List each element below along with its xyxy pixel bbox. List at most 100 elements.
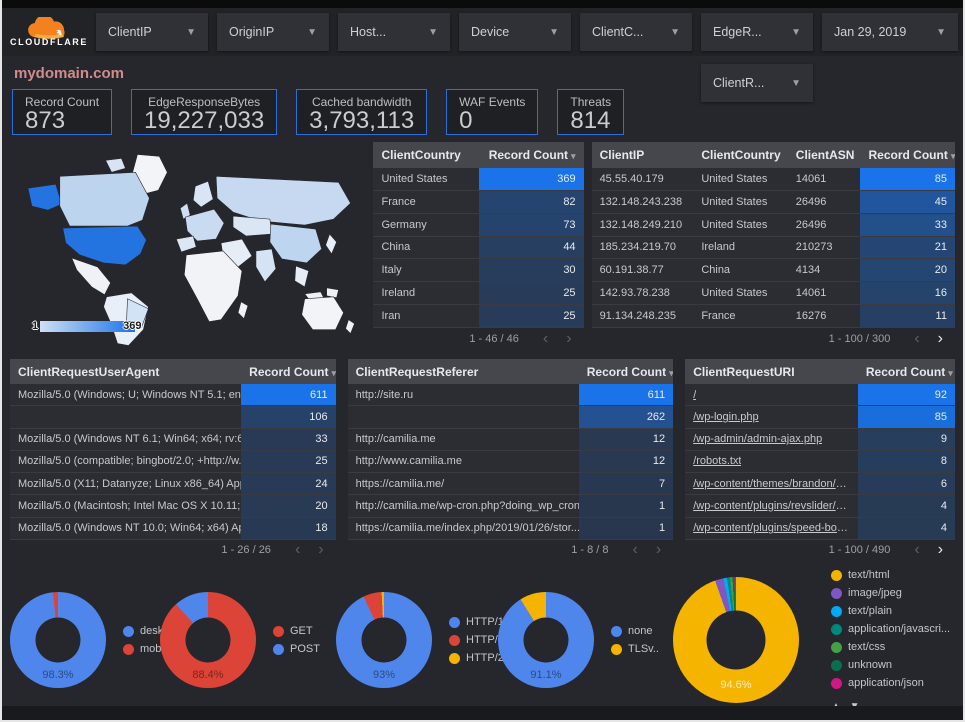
table-row: http://www.camilia.me 12 [347,450,674,474]
filter-chip-edger[interactable]: EdgeR... ▼ [701,13,813,51]
filter-bar: CLOUDFLARE ClientIP ▼ OriginIP ▼ Host... ▼ Dev… [2,8,963,102]
uri-link[interactable]: /robots.txt [693,455,742,468]
column-header-record-count[interactable]: Record Count ▾ [868,147,955,162]
table-row: Germany 73 [373,213,584,237]
legend-item-get: GET [273,625,320,638]
filter-chip-device[interactable]: Device ▼ [459,13,571,51]
uri-link[interactable]: / [693,388,697,401]
donut-percent-label: 93% [372,669,396,681]
filter-chip-clientrequest[interactable]: ClientR... ▼ [701,64,813,102]
filter-chip-clientc[interactable]: ClientC... ▼ [580,13,692,51]
record-count-cell: 4 [857,517,955,539]
legend-label: application/json [848,676,924,689]
scorecard-label: Record Count [25,95,100,109]
donut-percent-label: 88.4% [192,669,224,681]
legend-item-text-css: text/css [831,641,920,654]
donut-legend: GET POST [273,625,320,656]
record-count-cell: 44 [478,236,584,259]
table-cell: http://camilia.me [355,433,436,446]
table-cell: Ireland [701,241,735,254]
uri-link[interactable]: /wp-login.php [693,410,759,423]
next-page-icon[interactable]: › [937,330,943,348]
table-cell: /robots.txt [685,451,858,472]
table-cell: United States [381,172,448,185]
table-row: Mozilla/5.0 (Macintosh; Intel Mac OS X 1… [10,495,336,518]
legend-item-text-plain: text/plain [831,605,920,618]
filter-chip-host[interactable]: Host... ▼ [338,13,450,51]
table-cell: 14061 [795,287,827,300]
legend-dot-icon [273,643,284,655]
column-header-clientasn: ClientASN [795,147,855,162]
legend-item-unknown: unknown [831,659,920,672]
legend-label: none [628,624,653,637]
pagination-bar: 1 - 8 / 8 ‹ › [348,540,674,561]
legend-item-application-javascri: application/javascri... [831,622,951,636]
record-count-cell: 11 [860,305,955,328]
top-strip [2,0,963,8]
table-row: 106 [10,406,336,429]
uri-link[interactable]: /wp-content/themes/brandon/plu... [693,477,850,490]
legend-dot-icon [123,625,134,637]
pagination-bar: 1 - 100 / 490 ‹ › [685,540,955,561]
map-legend-min: 1 [32,320,39,332]
donut-chart-method: 88.4% GET POST [160,569,336,711]
table-row: http://camilia.me 12 [347,428,674,451]
column-header-record-count[interactable]: Record Count ▾ [249,364,336,379]
chevron-down-icon: ▼ [307,26,317,38]
next-page-icon: › [318,541,324,559]
table-cell: 60.191.38.77 [599,264,664,277]
donut-percent-label: 91.1% [530,669,562,681]
column-header-record-count[interactable]: Record Count ▾ [865,364,953,379]
table-cell: / [685,384,858,405]
map-legend-max: 369 [123,320,142,332]
record-count-cell: 25 [478,305,584,328]
legend-item-text-html: text/html [831,569,920,582]
table-user-agent: ClientRequestUserAgent Record Count ▾ Mozil… [10,359,336,561]
pagination-bar: 1 - 46 / 46 ‹ › [373,328,583,350]
pagination-label: 1 - 8 / 8 [571,544,609,557]
record-count-cell: 611 [578,384,674,406]
record-count-cell: 1 [578,517,674,539]
table-cell: Mozilla/5.0 (compatible; bingbot/2.0; +h… [18,455,242,468]
table-cell: United States [701,218,768,231]
filter-chip-clientip[interactable]: ClientIP ▼ [96,13,208,51]
column-header-record-count[interactable]: Record Count ▾ [586,364,674,379]
legend-dot-icon [831,677,842,689]
filter-chip-originip[interactable]: OriginIP ▼ [217,13,329,51]
table-row: /robots.txt 8 [685,450,956,474]
filter-label: EdgeR... [713,25,762,39]
table-client-ip: ClientIP ClientCountry ClientASN Record Cou… [591,142,955,350]
legend-dot-icon [831,641,842,653]
table-cell: /wp-content/plugins/revslider/rs-p... [685,495,858,516]
prev-page-icon: ‹ [294,541,301,559]
column-header-clientip: ClientIP [599,147,645,162]
table-cell: China [701,264,731,277]
table-cell: 26496 [795,218,827,231]
column-header-record-count[interactable]: Record Count ▾ [488,147,576,162]
legend-label: application/javascri... [848,622,951,635]
uri-link[interactable]: /wp-content/plugins/speed-booste... [693,522,850,535]
legend-item-post: POST [273,643,320,656]
date-range-chip[interactable]: Jan 29, 2019 ▼ [822,13,958,51]
scorecard-value: 814 [570,107,611,134]
column-header-clientcountry: ClientCountry [381,147,461,162]
uri-link[interactable]: /wp-content/plugins/revslider/rs-p... [693,499,850,512]
scorecard-value: 0 [459,107,473,134]
pagination-label: 1 - 100 / 490 [828,544,891,557]
pagination-bar: 1 - 100 / 300 ‹ › [592,328,955,350]
record-count-cell: 6 [857,473,955,495]
next-page-icon[interactable]: › [937,541,944,559]
scorecard-label: EdgeResponseBytes [148,95,261,109]
filter-label: Jan 29, 2019 [834,25,907,39]
legend-label: HTTP/2 [466,651,504,664]
table-row: /wp-login.php 85 [685,406,956,429]
record-count-cell: 7 [578,473,674,495]
table-cell: United States [701,172,768,185]
table-cell: 210273 [795,241,833,254]
table-row: http://site.ru 611 [347,384,674,407]
cloudflare-wordmark: CLOUDFLARE [10,37,88,47]
record-count-cell: 25 [241,450,336,473]
table-row: http://camilia.me/wp-cron.php?doing_wp_c… [347,495,674,518]
uri-link[interactable]: /wp-admin/admin-ajax.php [693,433,823,446]
